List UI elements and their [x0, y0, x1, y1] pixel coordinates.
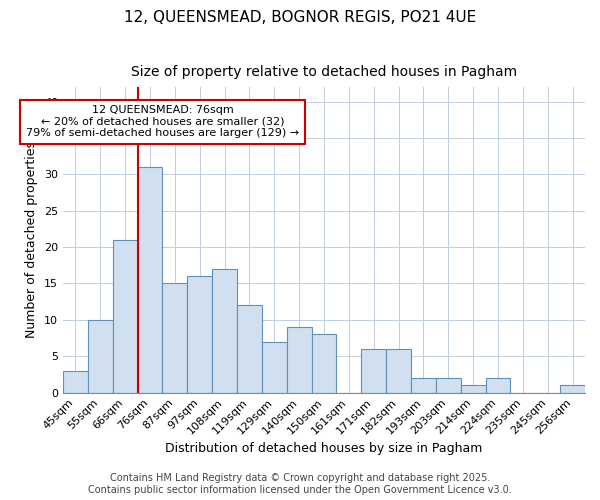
Bar — [237, 306, 262, 392]
Bar — [262, 342, 287, 392]
Bar — [163, 284, 187, 393]
Bar — [311, 334, 337, 392]
Y-axis label: Number of detached properties: Number of detached properties — [25, 142, 38, 338]
Title: Size of property relative to detached houses in Pagham: Size of property relative to detached ho… — [131, 65, 517, 79]
Text: 12 QUEENSMEAD: 76sqm
← 20% of detached houses are smaller (32)
79% of semi-detac: 12 QUEENSMEAD: 76sqm ← 20% of detached h… — [26, 106, 299, 138]
Bar — [386, 349, 411, 393]
Text: 12, QUEENSMEAD, BOGNOR REGIS, PO21 4UE: 12, QUEENSMEAD, BOGNOR REGIS, PO21 4UE — [124, 10, 476, 25]
Bar — [113, 240, 137, 392]
Bar — [287, 327, 311, 392]
Bar — [137, 167, 163, 392]
Bar — [187, 276, 212, 392]
X-axis label: Distribution of detached houses by size in Pagham: Distribution of detached houses by size … — [166, 442, 482, 455]
Bar — [361, 349, 386, 393]
Bar — [411, 378, 436, 392]
Bar — [63, 371, 88, 392]
Bar — [461, 386, 485, 392]
Bar — [88, 320, 113, 392]
Text: Contains HM Land Registry data © Crown copyright and database right 2025.
Contai: Contains HM Land Registry data © Crown c… — [88, 474, 512, 495]
Bar — [212, 269, 237, 392]
Bar — [560, 386, 585, 392]
Bar — [485, 378, 511, 392]
Bar — [436, 378, 461, 392]
